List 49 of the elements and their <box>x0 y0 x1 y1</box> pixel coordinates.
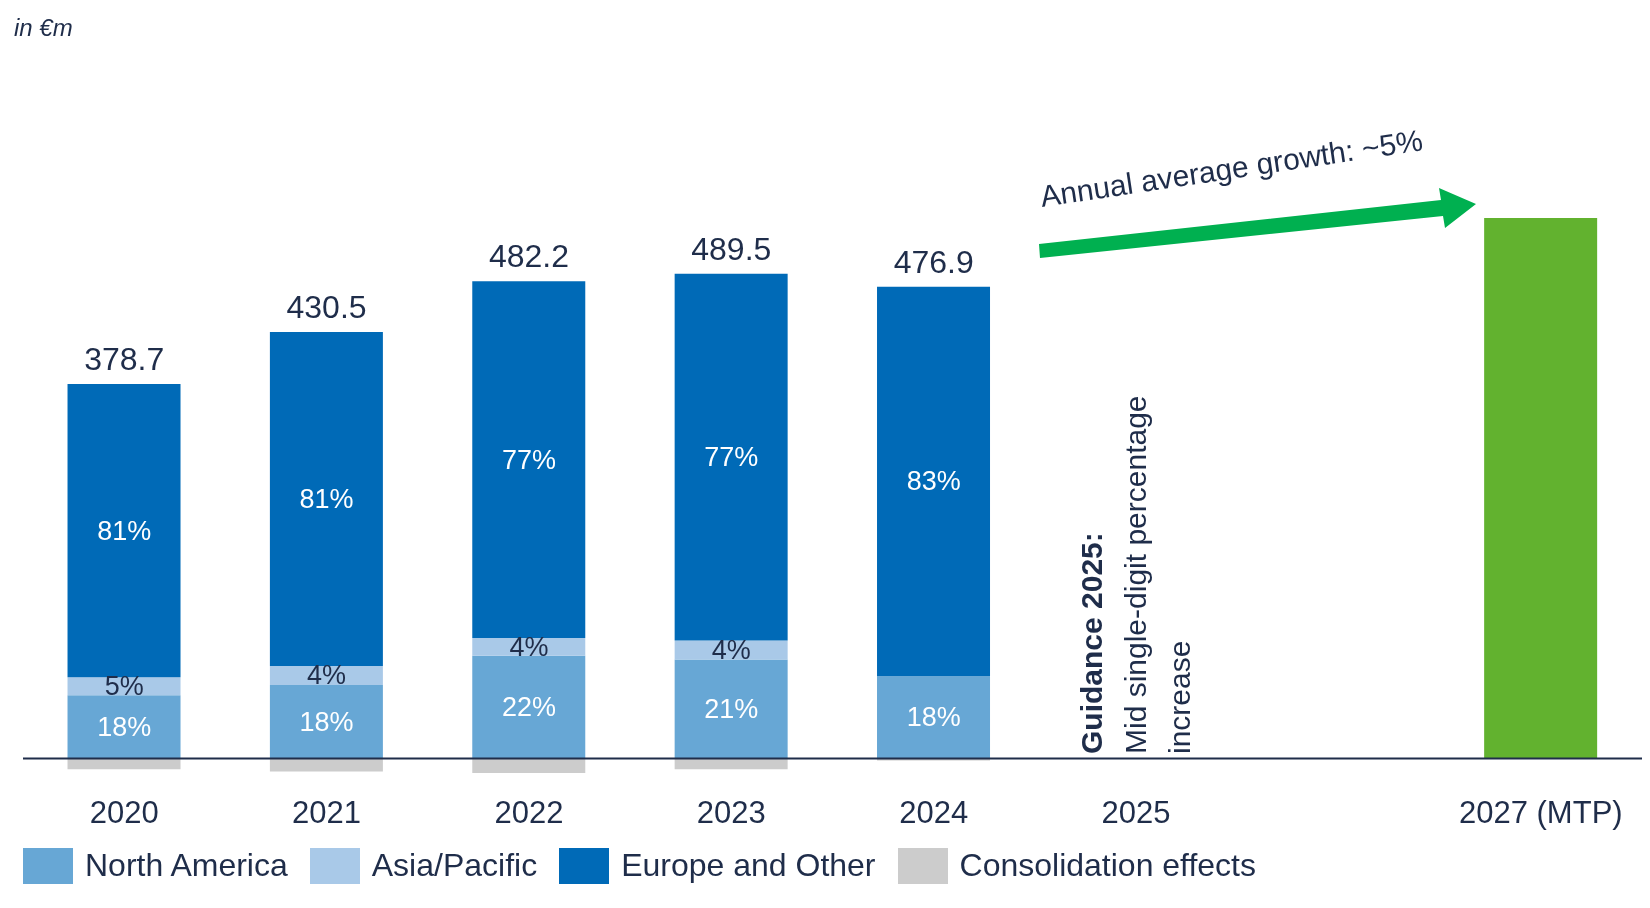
annotation: 18% <box>97 711 152 742</box>
annotation: 77% <box>704 442 759 473</box>
text: Annual average growth: ~5% <box>1037 123 1425 214</box>
x-tick-label: 2023 <box>696 795 766 831</box>
bar <box>67 758 181 770</box>
text: in €m <box>14 14 73 42</box>
annotation: 83% <box>906 466 961 497</box>
bar <box>674 273 788 641</box>
annotation: 378.7 <box>84 340 165 377</box>
x-tick-label: 2020 <box>89 795 159 831</box>
annotation: 4% <box>509 631 549 662</box>
bar <box>674 659 788 759</box>
annotation: 81% <box>97 515 152 546</box>
annotation: 81% <box>299 484 354 515</box>
annotation: 4% <box>711 635 751 666</box>
x-tick-label: 2025 <box>1101 795 1171 831</box>
bar <box>67 695 181 759</box>
annotation: 489.5 <box>691 230 772 267</box>
annotation: 18% <box>299 706 354 737</box>
legend-label: Europe and Other <box>621 847 876 884</box>
annotation: 18% <box>906 702 961 733</box>
annotation: 482.2 <box>488 238 569 275</box>
bar <box>1484 218 1598 759</box>
legend-label: Asia/Pacific <box>371 847 538 884</box>
legend-label: Consolidation effects <box>959 847 1256 884</box>
x-tick-label: 2022 <box>494 795 564 831</box>
bar <box>877 286 991 677</box>
annotation: 476.9 <box>893 243 974 280</box>
bar <box>472 281 586 638</box>
annotation: 22% <box>501 692 556 723</box>
bar <box>877 758 991 761</box>
bar <box>877 676 991 759</box>
bar <box>472 655 586 759</box>
bar <box>67 383 181 678</box>
x-tick-label: 2024 <box>899 795 969 831</box>
bar <box>269 332 383 666</box>
bar <box>269 684 383 759</box>
bar <box>269 758 383 772</box>
legend-label: North America <box>85 847 288 884</box>
annotation: 4% <box>307 660 347 691</box>
bar <box>472 758 586 773</box>
annotation: 5% <box>104 671 144 702</box>
annotation: 77% <box>501 444 556 475</box>
annotation: 430.5 <box>286 289 367 326</box>
bar <box>674 758 788 770</box>
x-tick-label: 2021 <box>292 795 362 831</box>
annotation: 21% <box>704 693 759 724</box>
annotation: Guidance 2025: Mid single-digit percentage increase <box>1074 394 1198 754</box>
x-tick-label: 2027 (MTP) <box>1458 795 1623 831</box>
